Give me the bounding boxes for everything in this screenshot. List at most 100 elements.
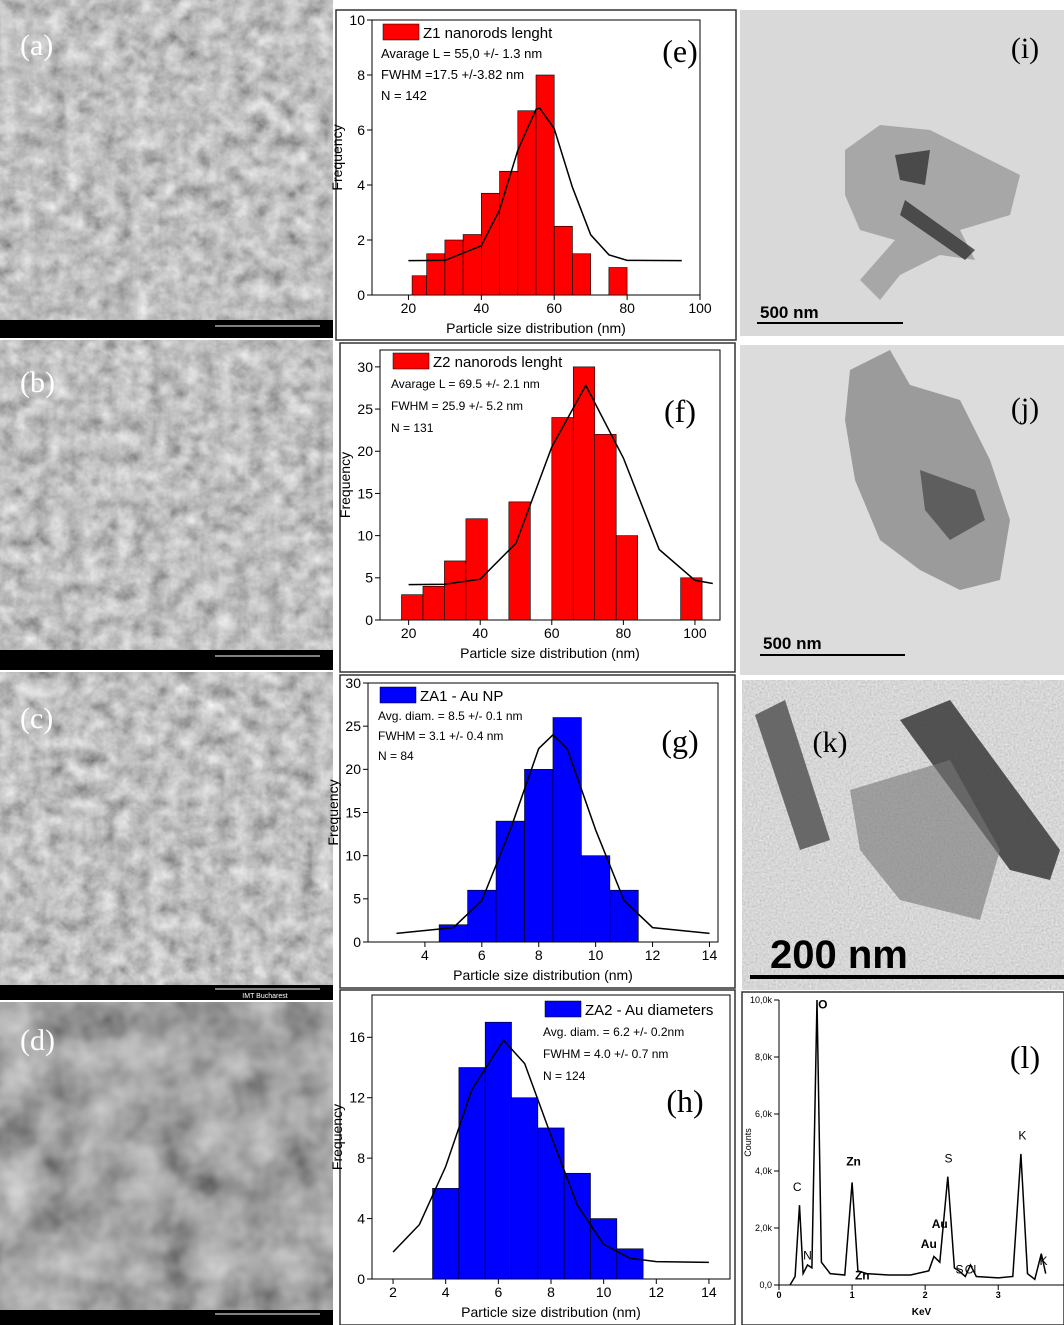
- chart: 2 4 6 8 10 12 14 0 4 8 12 16 Particle size distribut…: [329, 989, 736, 1325]
- y-tick-label: 5: [353, 891, 361, 907]
- panel-label: (l): [1010, 1039, 1040, 1075]
- x-tick-label: 60: [546, 300, 562, 316]
- y-tick-label: 6,0k: [755, 1109, 773, 1119]
- annotation: N = 131: [391, 421, 434, 435]
- panel-label: (b): [20, 366, 55, 399]
- bar: [572, 366, 596, 621]
- y-tick-label: 15: [345, 804, 361, 820]
- y-tick-label: 8: [357, 1150, 365, 1166]
- y-tick-label: 0: [357, 1271, 365, 1287]
- particle: [895, 150, 975, 260]
- legend-swatch: [392, 352, 430, 370]
- bar: [484, 1021, 512, 1280]
- y-tick-label: 20: [357, 443, 373, 459]
- x-tick-label: 4: [421, 947, 429, 963]
- legend-label: ZA2 - Au diameters: [585, 1002, 713, 1019]
- panel-label: (f): [664, 393, 696, 429]
- bar: [422, 585, 445, 621]
- x-tick-label: 12: [649, 1284, 665, 1300]
- bar: [524, 769, 554, 943]
- y-tick-label: 4: [357, 177, 365, 193]
- panel-label: (j): [1011, 392, 1039, 425]
- x-axis-label: Particle size distribution (nm): [460, 645, 640, 661]
- x-tick-label: 3: [996, 1290, 1001, 1300]
- y-tick-label: 25: [357, 401, 373, 417]
- legend-swatch: [382, 23, 420, 41]
- y-tick-label: 12: [349, 1090, 365, 1106]
- sem-image-b: [0, 340, 333, 650]
- y-tick-label: 0: [365, 612, 373, 628]
- chart: 20 40 60 80 100 0 2 4 6 8 10 Particle size distribu…: [329, 9, 737, 341]
- scale-label: 500 nm: [763, 634, 822, 653]
- plot-frame: [379, 349, 721, 621]
- annotation: N = 84: [378, 749, 414, 763]
- bar: [401, 594, 424, 621]
- bar: [535, 74, 555, 296]
- sem-images: IMT Bucharest (a) (b) (c) (d): [0, 0, 333, 1325]
- y-axis-label: Frequency: [329, 1104, 345, 1170]
- spectrum-line: [789, 999, 1047, 1286]
- x-tick-label: 40: [474, 300, 490, 316]
- databar: [0, 320, 333, 338]
- fit-curve: [408, 383, 713, 586]
- y-tick-label: 6: [357, 122, 365, 138]
- particle: [845, 125, 1020, 300]
- sem-image-a: [0, 0, 333, 320]
- panel-label: (a): [20, 29, 53, 62]
- annotation: Avg. diam. = 6.2 +/- 0.2nm: [543, 1025, 684, 1039]
- peak-label: S: [955, 1263, 963, 1277]
- bar: [608, 267, 628, 296]
- panel-label: (d): [20, 1024, 55, 1057]
- bar: [411, 275, 427, 296]
- bar: [680, 577, 703, 621]
- y-tick-label: 30: [345, 675, 361, 691]
- legend-swatch: [379, 686, 417, 704]
- y-tick-label: 5: [365, 570, 373, 586]
- bar: [462, 234, 482, 296]
- x-axis-label: Particle size distribution (nm): [446, 320, 626, 336]
- x-tick-label: 14: [701, 1284, 717, 1300]
- bar: [467, 889, 497, 943]
- panel-label: (h): [666, 1083, 703, 1119]
- legend-label: ZA1 - Au NP: [420, 688, 503, 705]
- bar: [444, 560, 467, 621]
- x-tick-label: 6: [478, 947, 486, 963]
- bar: [615, 535, 638, 621]
- y-tick-label: 25: [345, 718, 361, 734]
- databar: [0, 1310, 333, 1325]
- fit-curve: [408, 107, 682, 262]
- chart: 20 40 60 80 100 0 5 10 15 20 25 30 Particle size dis…: [337, 342, 736, 673]
- bar: [551, 417, 574, 621]
- legend-swatch: [544, 1000, 582, 1018]
- bar: [511, 1097, 539, 1280]
- bar: [537, 1127, 565, 1280]
- bar: [581, 855, 611, 943]
- x-tick-label: 80: [616, 625, 632, 641]
- y-tick-label: 10: [357, 528, 373, 544]
- x-tick-label: 6: [494, 1284, 502, 1300]
- panel-label: (e): [662, 33, 698, 69]
- x-tick-label: 8: [547, 1284, 555, 1300]
- x-tick-label: 8: [535, 947, 543, 963]
- peak-label: C: [793, 1180, 802, 1194]
- x-tick-label: 40: [472, 625, 488, 641]
- y-tick-label: 2: [357, 232, 365, 248]
- bar: [499, 170, 519, 296]
- peak-label: Cl: [965, 1263, 976, 1277]
- y-tick-label: 30: [357, 359, 373, 375]
- peak-label: K: [1040, 1254, 1048, 1268]
- panel-label: (g): [661, 723, 698, 759]
- scale-label: 200 nm: [770, 933, 908, 977]
- bar: [444, 239, 464, 296]
- x-axis-label: Particle size distribution (nm): [461, 1304, 641, 1320]
- particle: [850, 760, 1000, 920]
- y-tick-label: 0: [353, 934, 361, 950]
- x-tick-label: 100: [688, 300, 712, 316]
- peak-label: S: [945, 1151, 953, 1165]
- bar: [517, 110, 537, 296]
- x-tick-label: 0: [776, 1290, 781, 1300]
- annotation: FWHM = 4.0 +/- 0.7 nm: [543, 1047, 668, 1061]
- x-tick-label: 1: [850, 1290, 855, 1300]
- panel-label: (c): [20, 702, 53, 735]
- x-tick-label: 10: [588, 947, 604, 963]
